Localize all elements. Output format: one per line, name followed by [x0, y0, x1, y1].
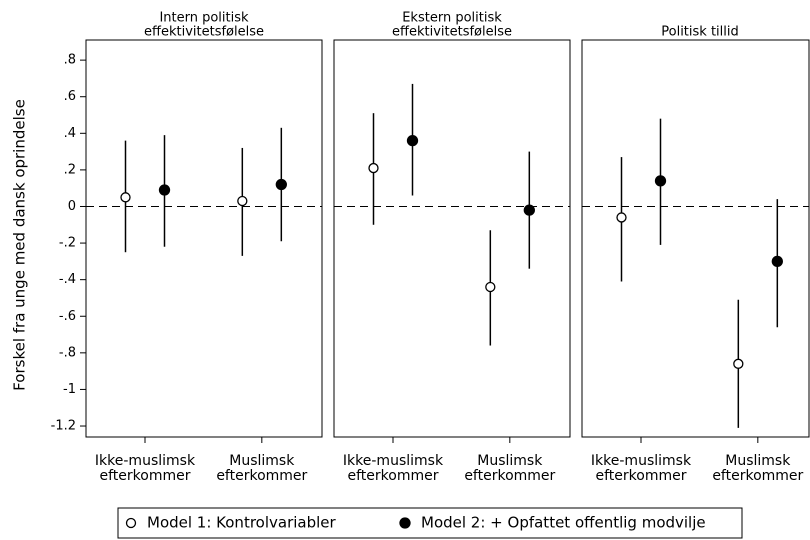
point: [237, 195, 248, 207]
y-tick-label: -1.2: [51, 419, 76, 434]
y-tick-label: -.4: [59, 272, 76, 287]
point: [523, 204, 535, 216]
y-tick-label: -.6: [59, 309, 76, 324]
x-tick-label: efterkommer: [712, 468, 803, 484]
y-tick-label: -.2: [59, 236, 76, 251]
x-tick-label: efterkommer: [216, 468, 307, 484]
point: [275, 178, 287, 191]
x-tick-label: efterkommer: [464, 468, 555, 484]
x-tick-label: Muslimsk: [477, 453, 543, 469]
point: [368, 162, 379, 174]
y-tick-label: .4: [64, 126, 76, 141]
point: [771, 255, 783, 268]
y-tick-label: .6: [64, 89, 76, 104]
x-tick-label: Ikke-muslimsk: [591, 453, 692, 469]
x-tick-label: efterkommer: [348, 468, 439, 484]
x-tick-label: Ikke-muslimsk: [95, 453, 196, 469]
x-tick-label: efterkommer: [596, 468, 687, 484]
point: [654, 175, 667, 187]
panel-frame: [333, 39, 571, 438]
point: [158, 184, 171, 196]
point: [120, 192, 131, 203]
y-tick-label: -1: [63, 382, 76, 397]
y-tick-label: -.8: [59, 345, 76, 360]
panel-title: effektivitetsfølelse: [144, 25, 264, 40]
legend-box: [117, 507, 743, 539]
panel-title: Ekstern politisk: [402, 11, 502, 26]
point: [485, 281, 496, 293]
panel-title: effektivitetsfølelse: [392, 25, 512, 40]
y-tick-label: .2: [64, 162, 76, 177]
x-tick-label: Muslimsk: [229, 453, 295, 469]
panel-title: Intern politisk: [159, 11, 249, 26]
panel-title: Politisk tillid: [661, 25, 739, 40]
panel-frame: [581, 39, 810, 438]
legend-marker: [399, 517, 411, 529]
point: [733, 358, 744, 369]
legend-label: Model 1: Kontrolvariabler: [147, 514, 337, 532]
x-tick-label: Muslimsk: [725, 453, 791, 469]
x-tick-label: Ikke-muslimsk: [343, 453, 444, 469]
y-axis-label: Forskel fra unge med dansk oprindelse: [11, 99, 29, 391]
y-tick-label: .8: [64, 53, 76, 68]
legend-marker: [125, 517, 137, 529]
panel-frame: [85, 39, 323, 438]
x-tick-label: efterkommer: [100, 468, 191, 484]
point: [616, 212, 627, 223]
point: [406, 134, 419, 147]
legend-label: Model 2: + Opfattet offentlig modvilje: [421, 514, 706, 532]
y-tick-label: 0: [68, 199, 76, 214]
